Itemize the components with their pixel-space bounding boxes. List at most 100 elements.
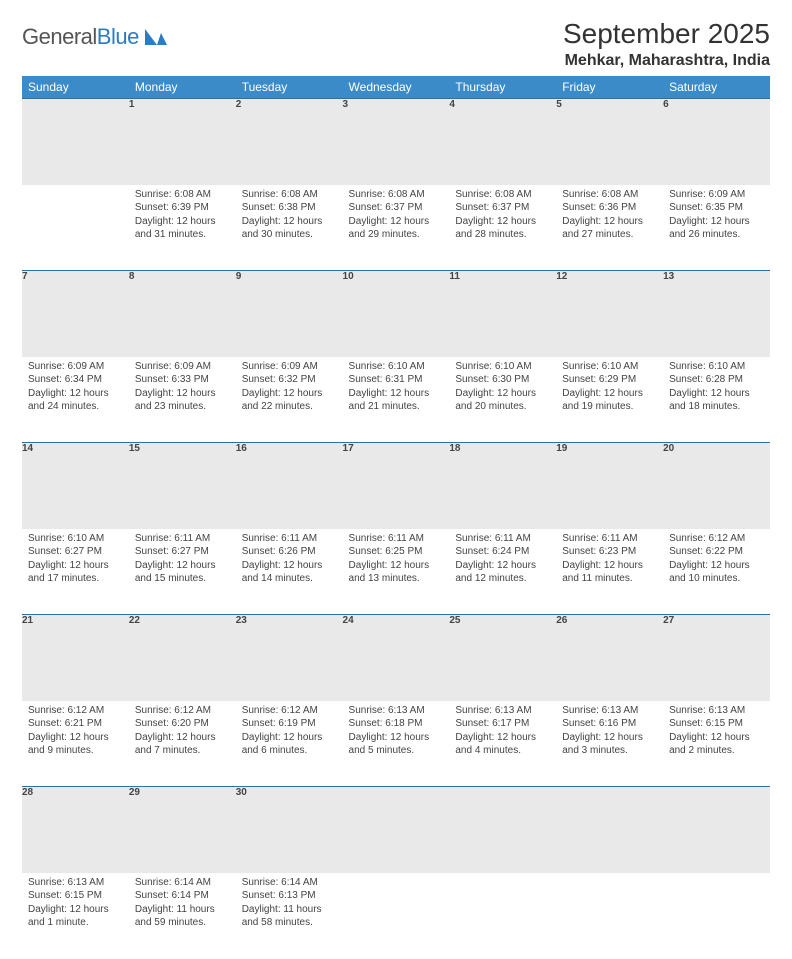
day-cell: Sunrise: 6:08 AMSunset: 6:36 PMDaylight:…: [556, 185, 663, 271]
day-details: Sunrise: 6:11 AMSunset: 6:23 PMDaylight:…: [556, 529, 663, 592]
day-cell: [343, 873, 450, 959]
daylight-line: Daylight: 12 hours and 1 minute.: [28, 903, 123, 930]
weekday-header: Thursday: [449, 76, 556, 99]
day-number-cell: [663, 787, 770, 873]
daylight-line: Daylight: 12 hours and 6 minutes.: [242, 731, 337, 758]
day-number-cell: 11: [449, 271, 556, 357]
day-cell: Sunrise: 6:10 AMSunset: 6:28 PMDaylight:…: [663, 357, 770, 443]
day-cell: Sunrise: 6:10 AMSunset: 6:29 PMDaylight:…: [556, 357, 663, 443]
daylight-line: Daylight: 12 hours and 20 minutes.: [455, 387, 550, 414]
sunrise-line: Sunrise: 6:10 AM: [562, 360, 657, 374]
day-cell: Sunrise: 6:13 AMSunset: 6:18 PMDaylight:…: [343, 701, 450, 787]
sunset-line: Sunset: 6:38 PM: [242, 201, 337, 215]
sunrise-line: Sunrise: 6:08 AM: [135, 188, 230, 202]
day-number-cell: [22, 99, 129, 185]
day-number-cell: 26: [556, 615, 663, 701]
week-row: Sunrise: 6:09 AMSunset: 6:34 PMDaylight:…: [22, 357, 770, 443]
month-title: September 2025: [563, 18, 770, 50]
day-details: Sunrise: 6:10 AMSunset: 6:29 PMDaylight:…: [556, 357, 663, 420]
sunset-line: Sunset: 6:24 PM: [455, 545, 550, 559]
daylight-line: Daylight: 12 hours and 21 minutes.: [349, 387, 444, 414]
day-number-cell: 8: [129, 271, 236, 357]
day-number-cell: 17: [343, 443, 450, 529]
logo: GeneralBlue: [22, 24, 169, 50]
day-number-cell: 5: [556, 99, 663, 185]
weekday-header: Tuesday: [236, 76, 343, 99]
sunrise-line: Sunrise: 6:14 AM: [242, 876, 337, 890]
daylight-line: Daylight: 11 hours and 59 minutes.: [135, 903, 230, 930]
sunset-line: Sunset: 6:37 PM: [349, 201, 444, 215]
sunrise-line: Sunrise: 6:14 AM: [135, 876, 230, 890]
day-number-cell: 29: [129, 787, 236, 873]
daylight-line: Daylight: 12 hours and 28 minutes.: [455, 215, 550, 242]
sunset-line: Sunset: 6:34 PM: [28, 373, 123, 387]
week-row: Sunrise: 6:13 AMSunset: 6:15 PMDaylight:…: [22, 873, 770, 959]
day-details: Sunrise: 6:11 AMSunset: 6:26 PMDaylight:…: [236, 529, 343, 592]
calendar-head: SundayMondayTuesdayWednesdayThursdayFrid…: [22, 76, 770, 99]
day-number-cell: 18: [449, 443, 556, 529]
day-number-cell: 24: [343, 615, 450, 701]
daylight-line: Daylight: 12 hours and 24 minutes.: [28, 387, 123, 414]
day-cell: Sunrise: 6:10 AMSunset: 6:31 PMDaylight:…: [343, 357, 450, 443]
day-details: Sunrise: 6:10 AMSunset: 6:28 PMDaylight:…: [663, 357, 770, 420]
day-cell: Sunrise: 6:10 AMSunset: 6:30 PMDaylight:…: [449, 357, 556, 443]
day-cell: Sunrise: 6:12 AMSunset: 6:21 PMDaylight:…: [22, 701, 129, 787]
sunrise-line: Sunrise: 6:13 AM: [669, 704, 764, 718]
day-number-cell: 23: [236, 615, 343, 701]
sunset-line: Sunset: 6:15 PM: [669, 717, 764, 731]
daylight-line: Daylight: 12 hours and 11 minutes.: [562, 559, 657, 586]
logo-part1: General: [22, 24, 97, 49]
sunset-line: Sunset: 6:20 PM: [135, 717, 230, 731]
daynum-row: 14151617181920: [22, 443, 770, 529]
day-number-cell: 21: [22, 615, 129, 701]
daylight-line: Daylight: 12 hours and 18 minutes.: [669, 387, 764, 414]
sunrise-line: Sunrise: 6:09 AM: [135, 360, 230, 374]
sunrise-line: Sunrise: 6:11 AM: [455, 532, 550, 546]
day-cell: Sunrise: 6:09 AMSunset: 6:34 PMDaylight:…: [22, 357, 129, 443]
daynum-row: 123456: [22, 99, 770, 185]
day-details: Sunrise: 6:08 AMSunset: 6:37 PMDaylight:…: [343, 185, 450, 248]
day-cell: Sunrise: 6:14 AMSunset: 6:13 PMDaylight:…: [236, 873, 343, 959]
week-row: Sunrise: 6:12 AMSunset: 6:21 PMDaylight:…: [22, 701, 770, 787]
sunset-line: Sunset: 6:27 PM: [135, 545, 230, 559]
day-number-cell: 20: [663, 443, 770, 529]
day-number-cell: 2: [236, 99, 343, 185]
sunrise-line: Sunrise: 6:13 AM: [455, 704, 550, 718]
sunrise-line: Sunrise: 6:12 AM: [242, 704, 337, 718]
header: GeneralBlue September 2025 Mehkar, Mahar…: [22, 18, 770, 70]
day-details: Sunrise: 6:08 AMSunset: 6:37 PMDaylight:…: [449, 185, 556, 248]
sunrise-line: Sunrise: 6:09 AM: [28, 360, 123, 374]
sunrise-line: Sunrise: 6:11 AM: [135, 532, 230, 546]
daylight-line: Daylight: 11 hours and 58 minutes.: [242, 903, 337, 930]
sunset-line: Sunset: 6:36 PM: [562, 201, 657, 215]
day-cell: Sunrise: 6:09 AMSunset: 6:33 PMDaylight:…: [129, 357, 236, 443]
sunrise-line: Sunrise: 6:11 AM: [242, 532, 337, 546]
sunset-line: Sunset: 6:18 PM: [349, 717, 444, 731]
sunset-line: Sunset: 6:39 PM: [135, 201, 230, 215]
sunrise-line: Sunrise: 6:08 AM: [349, 188, 444, 202]
sunset-line: Sunset: 6:37 PM: [455, 201, 550, 215]
daylight-line: Daylight: 12 hours and 19 minutes.: [562, 387, 657, 414]
logo-text: GeneralBlue: [22, 24, 139, 50]
weekday-header: Sunday: [22, 76, 129, 99]
day-details: Sunrise: 6:13 AMSunset: 6:18 PMDaylight:…: [343, 701, 450, 764]
daylight-line: Daylight: 12 hours and 3 minutes.: [562, 731, 657, 758]
day-number-cell: 27: [663, 615, 770, 701]
sunrise-line: Sunrise: 6:13 AM: [349, 704, 444, 718]
day-cell: Sunrise: 6:13 AMSunset: 6:17 PMDaylight:…: [449, 701, 556, 787]
sunrise-line: Sunrise: 6:08 AM: [455, 188, 550, 202]
sunrise-line: Sunrise: 6:09 AM: [669, 188, 764, 202]
sunset-line: Sunset: 6:29 PM: [562, 373, 657, 387]
day-cell: Sunrise: 6:08 AMSunset: 6:37 PMDaylight:…: [449, 185, 556, 271]
day-number-cell: 25: [449, 615, 556, 701]
daylight-line: Daylight: 12 hours and 10 minutes.: [669, 559, 764, 586]
day-number-cell: 10: [343, 271, 450, 357]
day-number-cell: 6: [663, 99, 770, 185]
day-details: Sunrise: 6:14 AMSunset: 6:13 PMDaylight:…: [236, 873, 343, 936]
day-cell: Sunrise: 6:08 AMSunset: 6:38 PMDaylight:…: [236, 185, 343, 271]
day-cell: Sunrise: 6:08 AMSunset: 6:37 PMDaylight:…: [343, 185, 450, 271]
day-cell: Sunrise: 6:12 AMSunset: 6:22 PMDaylight:…: [663, 529, 770, 615]
day-number-cell: 22: [129, 615, 236, 701]
sunset-line: Sunset: 6:28 PM: [669, 373, 764, 387]
daylight-line: Daylight: 12 hours and 29 minutes.: [349, 215, 444, 242]
